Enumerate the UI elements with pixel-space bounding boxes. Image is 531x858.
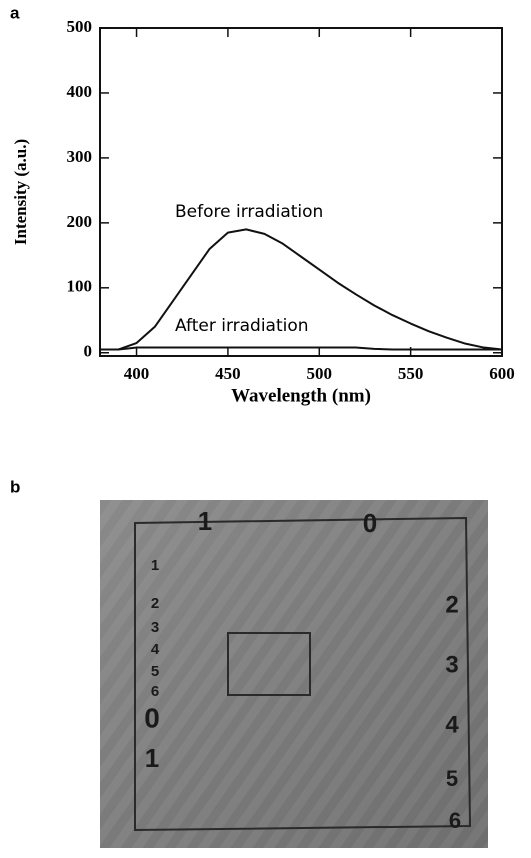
y-tick-label: 400 bbox=[67, 82, 93, 101]
target-label: 6 bbox=[449, 808, 461, 833]
plot-frame bbox=[99, 27, 503, 357]
x-axis-label: Wavelength (nm) bbox=[231, 385, 371, 406]
panel-label: a bbox=[10, 3, 20, 22]
annotation: After irradiation bbox=[175, 316, 309, 336]
x-tick-label: 400 bbox=[124, 364, 150, 383]
target-label: 6 bbox=[151, 683, 159, 700]
target-label: 4 bbox=[151, 641, 160, 658]
target-label: 3 bbox=[445, 651, 458, 678]
photo-stripes bbox=[100, 500, 488, 848]
target-label: 1 bbox=[151, 557, 159, 574]
x-tick-label: 500 bbox=[307, 364, 333, 383]
target-label: 4 bbox=[445, 711, 459, 738]
target-label: 5 bbox=[151, 663, 159, 680]
target-frame bbox=[134, 516, 472, 832]
target-label: 3 bbox=[151, 619, 159, 636]
target-label: 0 bbox=[144, 702, 160, 733]
target-inner-frame bbox=[227, 632, 311, 696]
y-axis-label: Intensity (a.u.) bbox=[11, 139, 30, 245]
y-tick-label: 200 bbox=[67, 212, 93, 231]
target-label: 0 bbox=[363, 508, 377, 538]
y-tick-label: 300 bbox=[67, 147, 93, 166]
target-label: 5 bbox=[446, 766, 458, 791]
target-label: 2 bbox=[445, 591, 458, 618]
x-tick-label: 600 bbox=[489, 364, 515, 383]
annotation: Before irradiation bbox=[175, 202, 323, 222]
y-tick-label: 0 bbox=[84, 342, 93, 361]
target-label: 1 bbox=[198, 506, 212, 536]
y-tick-label: 100 bbox=[67, 277, 93, 296]
target-label: 1 bbox=[145, 743, 159, 773]
x-tick-label: 550 bbox=[398, 364, 424, 383]
y-tick-label: 500 bbox=[67, 17, 93, 36]
photo: 1 0 1 2 3 4 5 6 2 3 4 5 6 0 1 bbox=[100, 500, 488, 848]
series-line bbox=[100, 346, 502, 351]
panel-label: b bbox=[10, 477, 20, 496]
x-tick-label: 450 bbox=[215, 364, 241, 383]
series-line bbox=[100, 228, 503, 351]
target-label: 2 bbox=[151, 595, 159, 612]
